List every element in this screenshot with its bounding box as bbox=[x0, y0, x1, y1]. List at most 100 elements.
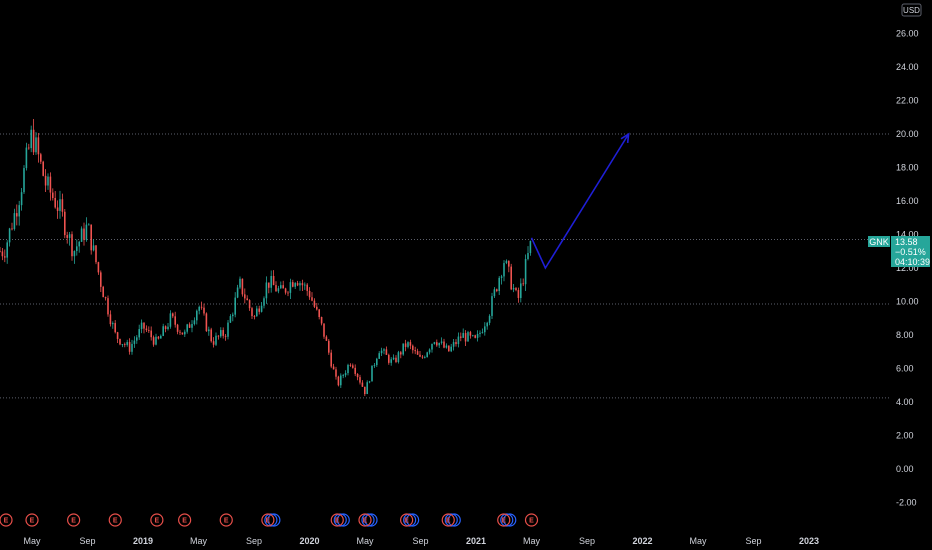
y-tick-label: 14.00 bbox=[896, 230, 919, 240]
candle-body bbox=[445, 345, 448, 348]
candle-body bbox=[54, 197, 56, 208]
y-tick-label: 0.00 bbox=[896, 464, 914, 474]
candle-body bbox=[47, 176, 49, 186]
candle-body bbox=[186, 324, 188, 332]
dividend-icon bbox=[500, 513, 514, 527]
candle-body bbox=[56, 207, 59, 211]
time-axis[interactable]: May Sep 2019 May Sep 2020 May Sep 2021 May Sep 2022… bbox=[23, 536, 819, 546]
y-tick-label: 20.00 bbox=[896, 129, 919, 139]
earnings-marker[interactable]: E bbox=[524, 513, 539, 527]
candle-body bbox=[258, 308, 260, 312]
candle-body bbox=[397, 352, 400, 362]
x-tick-label: 2021 bbox=[466, 536, 486, 546]
candle-body bbox=[42, 161, 44, 176]
earnings-dividend-marker[interactable]: E bbox=[441, 513, 461, 527]
earnings-marker[interactable]: E bbox=[25, 513, 39, 527]
candle-body bbox=[88, 224, 90, 226]
earnings-marker[interactable]: E bbox=[150, 513, 164, 527]
earnings-dividend-marker[interactable]: E bbox=[330, 513, 350, 527]
candle-body bbox=[428, 349, 431, 353]
candle-body bbox=[270, 275, 272, 288]
x-tick-label: May bbox=[190, 536, 208, 546]
y-tick-label: 2.00 bbox=[896, 431, 914, 441]
x-tick-label: May bbox=[689, 536, 707, 546]
earnings-icon bbox=[441, 513, 455, 527]
candle-body bbox=[80, 228, 83, 242]
earnings-marker[interactable]: E bbox=[0, 513, 13, 527]
earnings-letter: E bbox=[404, 518, 409, 525]
candle-body bbox=[44, 175, 47, 186]
candle-body bbox=[59, 199, 61, 211]
earnings-dividend-marker[interactable]: E bbox=[400, 513, 420, 527]
x-tick-label: Sep bbox=[412, 536, 428, 546]
candle-body bbox=[64, 211, 66, 236]
candle-body bbox=[263, 298, 265, 306]
earnings-dividend-marker[interactable]: E bbox=[497, 513, 517, 527]
candle-body bbox=[157, 336, 160, 339]
earnings-dividend-marker[interactable]: E bbox=[261, 513, 281, 527]
candle-body bbox=[6, 242, 8, 258]
candle-body bbox=[484, 326, 486, 333]
earnings-letter: E bbox=[529, 518, 534, 525]
candle-body bbox=[316, 306, 318, 310]
earnings-icon bbox=[108, 513, 122, 527]
candle-body bbox=[23, 168, 25, 193]
y-tick-label: 16.00 bbox=[896, 196, 919, 206]
candle-body bbox=[205, 313, 208, 332]
candle-body bbox=[25, 147, 28, 169]
candle-body bbox=[320, 317, 323, 324]
candle-body bbox=[260, 305, 263, 312]
candle-body bbox=[121, 344, 124, 345]
y-tick-label: 12.00 bbox=[896, 263, 919, 273]
candle-body bbox=[512, 288, 515, 290]
x-tick-label: 2023 bbox=[799, 536, 819, 546]
earnings-marker[interactable]: E bbox=[67, 513, 81, 527]
candle-body bbox=[92, 245, 95, 251]
earnings-dividend-marker[interactable]: E bbox=[358, 513, 378, 527]
candle-body bbox=[524, 259, 527, 285]
candle-body bbox=[112, 323, 114, 325]
earnings-marker[interactable]: E bbox=[178, 513, 192, 527]
candle-body bbox=[371, 365, 373, 382]
candle-body bbox=[184, 331, 186, 335]
candle-body bbox=[508, 260, 510, 267]
candle-body bbox=[368, 381, 371, 383]
dividend-icon bbox=[333, 513, 347, 527]
candle-body bbox=[246, 298, 248, 301]
candle-body bbox=[40, 154, 42, 162]
candle-body bbox=[344, 373, 347, 376]
earnings-letter: E bbox=[155, 518, 160, 525]
candle-body bbox=[143, 322, 145, 329]
candle-body bbox=[95, 245, 97, 263]
candle-body bbox=[469, 332, 472, 336]
earnings-icon bbox=[524, 513, 539, 527]
candle-body bbox=[438, 342, 440, 346]
candle-body bbox=[452, 342, 455, 347]
candle-body bbox=[20, 192, 23, 206]
candle-body bbox=[85, 224, 88, 240]
symbol-text: GNK bbox=[869, 237, 889, 247]
earnings-icon bbox=[178, 513, 192, 527]
earnings-marker[interactable]: E bbox=[219, 513, 233, 527]
candle-body bbox=[481, 332, 484, 333]
candle-body bbox=[308, 290, 311, 298]
earnings-icon bbox=[400, 513, 414, 527]
candle-body bbox=[76, 246, 78, 252]
candle-body bbox=[440, 341, 443, 343]
candle-body bbox=[496, 289, 498, 292]
candle-body bbox=[407, 342, 409, 347]
y-tick-label: -2.00 bbox=[896, 498, 917, 508]
candle-body bbox=[155, 336, 157, 345]
projection-line bbox=[530, 132, 630, 270]
projection-polyline bbox=[530, 133, 630, 270]
earnings-marker[interactable]: E bbox=[108, 513, 122, 527]
price-axis[interactable]: 26.00 24.00 22.00 20.00 18.00 16.00 14.00 12.00… bbox=[896, 29, 919, 508]
currency-badge[interactable]: USD bbox=[901, 3, 922, 17]
dividend-icon bbox=[361, 513, 375, 527]
candle-body bbox=[152, 337, 155, 345]
candle-body bbox=[275, 285, 277, 292]
candle-body bbox=[404, 343, 407, 347]
y-tick-label: 6.00 bbox=[896, 364, 914, 374]
candle-body bbox=[352, 365, 354, 368]
